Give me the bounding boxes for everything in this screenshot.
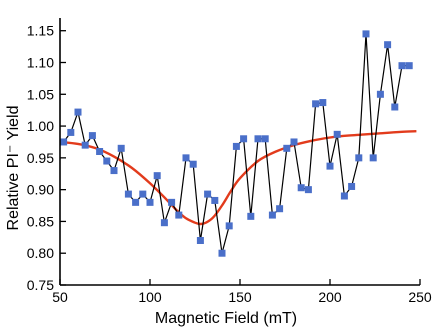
data-point [153,172,161,180]
data-point [247,212,255,220]
data-point [384,41,392,49]
data-point [60,138,68,146]
data-point [204,190,212,198]
data-point [103,157,111,165]
y-tick-label: 1.15 [27,23,54,39]
y-tick-label: 0.95 [27,150,54,166]
data-point [182,154,190,162]
data-point [160,219,168,227]
data-point [196,237,204,244]
y-tick-label: 0.85 [27,213,54,229]
x-tick-label: 50 [52,289,68,305]
y-axis-ticks: 0.75 0.80 0.85 0.90 0.95 1.00 1.05 1.10 1.15 [27,23,66,293]
data-point [81,141,89,149]
y-tick-label: 0.90 [27,182,54,198]
y-tick-label: 1.00 [27,118,54,134]
data-point [211,196,219,204]
y-tick-label: 0.80 [27,245,54,261]
data-point [369,154,377,162]
data-point [146,198,154,206]
data-point [240,135,248,143]
data-point [225,222,233,230]
fit-curve [59,130,417,226]
data-point [124,190,132,198]
data-point [355,154,363,162]
data-point [175,211,183,219]
data-point [283,144,291,152]
data-point [268,211,276,219]
data-point [312,100,320,108]
data-point [254,135,262,143]
data-point [297,184,305,192]
data-point [218,249,226,257]
data-point [333,130,341,138]
data-point [139,190,147,198]
data-point [232,142,240,150]
data-point [74,108,82,116]
data-point [405,62,413,70]
x-tick-label: 200 [318,289,342,305]
y-tick-label: 1.10 [27,55,54,71]
data-point [88,132,96,140]
data-point [132,198,140,206]
data-point [189,160,197,168]
data-point [276,205,284,213]
y-axis-title: Relative PI⁻ Yield [5,106,22,231]
data-point [168,198,176,206]
data-point [290,138,298,146]
data-point [376,90,384,98]
x-tick-label: 150 [228,289,252,305]
data-point [391,103,399,111]
x-axis-title: Magnetic Field (mT) [155,310,297,327]
data-point [261,135,269,143]
y-tick-label: 1.05 [27,86,54,102]
data-series-markers [60,30,413,257]
data-point [362,30,370,38]
data-point [340,192,348,200]
x-tick-label: 100 [138,289,162,305]
data-point [117,144,125,152]
y-tick-label: 0.75 [27,277,54,293]
data-point [398,62,406,70]
data-point [110,167,118,175]
data-point [304,186,312,194]
data-point [67,128,75,136]
x-axis-ticks: 50 100 150 200 250 [52,279,432,305]
data-point [326,162,334,170]
x-tick-label: 250 [408,289,432,305]
data-point [96,148,104,155]
data-point [348,182,356,190]
data-point [319,99,327,107]
